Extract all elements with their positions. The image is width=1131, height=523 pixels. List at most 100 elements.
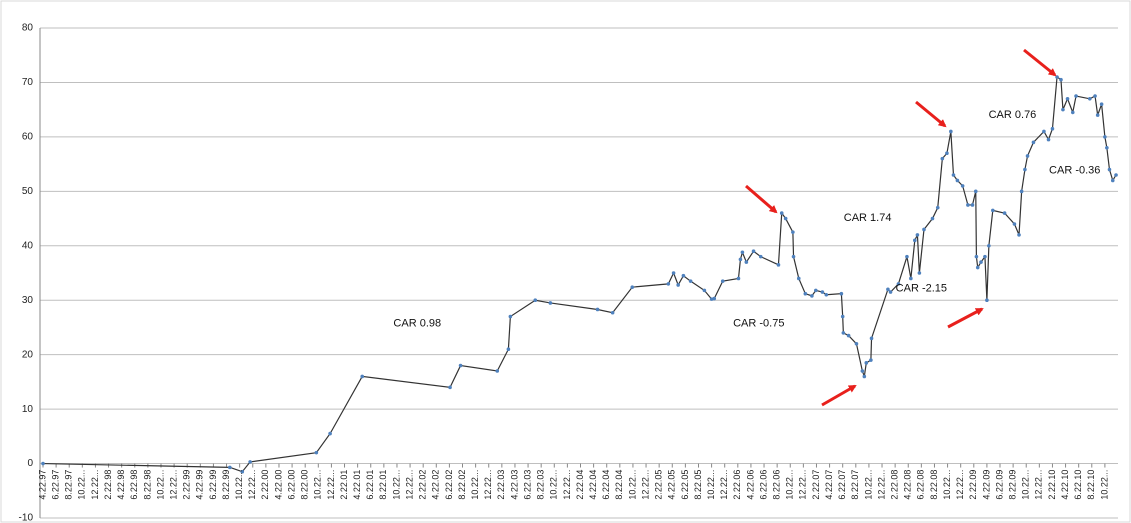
data-point	[533, 298, 538, 303]
arrow	[1023, 48, 1057, 77]
data-point	[595, 307, 600, 312]
x-tick-label: 2.22.09	[968, 470, 978, 500]
data-point	[740, 250, 745, 255]
data-point	[671, 271, 676, 275]
data-point	[966, 203, 970, 207]
data-point	[360, 374, 365, 379]
data-point	[688, 279, 693, 283]
y-tick-label: -10	[19, 513, 34, 523]
x-tick-label: 12.22...	[483, 470, 493, 500]
series	[41, 75, 1118, 474]
x-tick-label: 12.22...	[1034, 470, 1044, 500]
data-point	[758, 254, 763, 259]
data-point	[839, 291, 844, 296]
data-point	[228, 465, 232, 470]
x-tick-label: 2.22.06	[732, 470, 742, 500]
data-point	[846, 333, 851, 338]
data-point	[720, 279, 725, 283]
data-point	[751, 249, 756, 254]
x-tick-label: 8.22.07	[850, 470, 860, 500]
x-tick-label: 4.22.97	[37, 470, 47, 500]
x-tick-label: 12.22...	[798, 470, 808, 500]
x-tick-label: 4.22.03	[509, 470, 519, 500]
x-tick-label: 10.22...	[706, 470, 716, 500]
data-point	[951, 173, 956, 177]
data-point	[1099, 102, 1104, 107]
x-tick-label: 4.22.04	[588, 470, 598, 500]
annotation: CAR -2.15	[896, 283, 947, 295]
x-tick-label: 12.22...	[90, 470, 100, 500]
data-point	[776, 263, 781, 267]
data-point	[854, 341, 859, 346]
data-point	[930, 216, 935, 221]
x-tick-label: 10.22...	[470, 470, 480, 500]
data-point	[987, 243, 991, 248]
y-tick-label: 70	[22, 77, 34, 88]
x-tick-label: 4.22.01	[352, 470, 362, 500]
x-tick-label: 8.22.09	[1007, 470, 1017, 500]
data-point	[328, 431, 332, 436]
data-point	[1070, 110, 1075, 115]
x-tick-label: 6.22.98	[129, 470, 139, 500]
x-tick-label: 8.22.06	[772, 470, 782, 500]
annotation: CAR -0.36	[1049, 165, 1100, 177]
data-point	[508, 314, 513, 319]
data-point	[1107, 167, 1112, 172]
data-point	[783, 216, 788, 221]
x-tick-label: 12.22...	[955, 470, 965, 500]
x-tick-label: 10.22...	[785, 470, 795, 500]
x-tick-label: 8.22.97	[64, 470, 74, 500]
data-point	[922, 227, 926, 232]
x-tick-label: 8.22.05	[693, 470, 703, 500]
annotation: CAR 0.76	[989, 109, 1037, 121]
data-point	[736, 276, 741, 281]
data-point	[945, 151, 949, 156]
y-tick-label: 20	[22, 349, 34, 360]
y-tick-label: 50	[22, 186, 34, 197]
grid	[39, 27, 1118, 519]
data-point	[796, 276, 801, 281]
y-tick-label: 30	[22, 295, 34, 306]
data-point	[869, 358, 873, 362]
data-point	[458, 363, 463, 368]
x-tick-label: 12.22...	[247, 470, 257, 500]
x-tick-label: 2.22.01	[339, 470, 349, 500]
x-tick-label: 8.22.04	[614, 470, 624, 500]
x-tick-label: 12.22...	[404, 470, 414, 500]
x-tick-label: 12.22...	[326, 470, 336, 500]
data-point	[506, 347, 511, 352]
x-tick-label: 4.22.99	[195, 470, 205, 500]
data-point	[841, 331, 846, 335]
x-tick-label: 6.22.10	[1073, 470, 1083, 500]
x-tick-label: 6.22.05	[680, 470, 690, 500]
annotation: CAR 0.98	[393, 318, 441, 330]
x-tick-label: 12.22...	[562, 470, 572, 500]
data-point	[860, 369, 865, 373]
data-point	[712, 296, 717, 301]
data-point	[888, 290, 893, 294]
x-tick-label: 2.22.99	[182, 470, 192, 500]
data-point	[610, 310, 615, 315]
data-point	[1105, 145, 1109, 150]
x-tick-label: 6.22.08	[916, 470, 926, 500]
data-point	[495, 369, 500, 373]
x-tick-label: 2.22.03	[496, 470, 506, 500]
data-point	[810, 294, 814, 298]
data-point	[840, 314, 845, 319]
data-point	[1103, 135, 1107, 139]
arrows	[745, 48, 1057, 407]
data-point	[1002, 211, 1007, 215]
data-point	[864, 361, 869, 365]
x-tick-label: 2.22.98	[103, 470, 113, 500]
data-point	[1012, 222, 1017, 226]
data-point	[1046, 137, 1051, 142]
x-tick-label: 10.22...	[942, 470, 952, 500]
data-point	[1019, 189, 1024, 194]
x-tick-label: 8.22.10	[1086, 470, 1096, 500]
data-point	[1065, 96, 1070, 101]
x-tick-label: 4.22.06	[745, 470, 755, 500]
data-point	[983, 254, 987, 259]
data-point	[985, 298, 989, 303]
data-point	[1095, 113, 1100, 117]
